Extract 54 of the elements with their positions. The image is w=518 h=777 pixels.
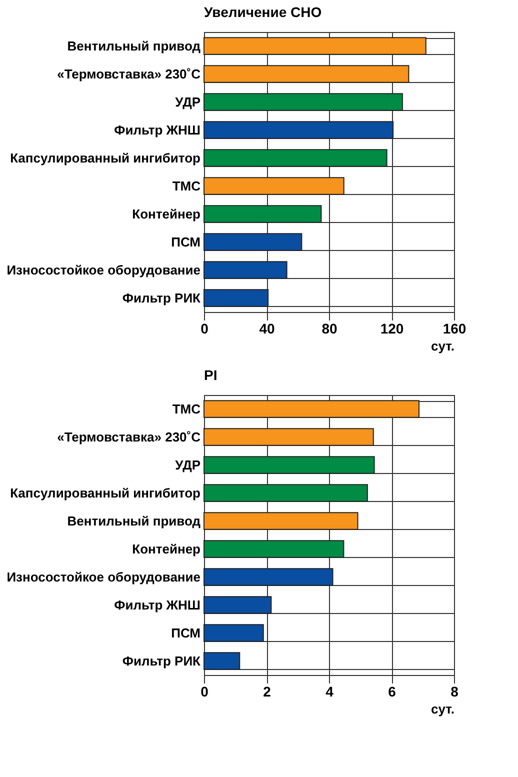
y-tick-label: Контейнер — [132, 542, 201, 556]
y-tick-label: УДР — [175, 94, 201, 110]
y-tick-label: Фильтр РИК — [122, 654, 201, 668]
bar — [204, 177, 344, 195]
y-tick-label: «Термовставка» 230˚С — [57, 430, 202, 444]
x-tick-label: 4 — [326, 684, 334, 700]
y-tick-label: Контейнер — [132, 206, 201, 222]
y-tick-label: ТМС — [172, 178, 202, 194]
bar — [204, 484, 368, 502]
bar — [204, 596, 272, 614]
x-tick-label: 40 — [259, 320, 275, 336]
y-tick-label: ПСМ — [171, 234, 200, 250]
y-tick-label: ПСМ — [171, 626, 200, 640]
bar — [204, 512, 358, 530]
x-tick-label: 6 — [388, 684, 396, 700]
bar — [204, 93, 403, 111]
y-tick-label: ТМС — [172, 402, 202, 416]
y-tick-label: Износостойкое оборудование — [6, 262, 200, 278]
x-tick-label: 2 — [263, 684, 272, 700]
bar — [204, 540, 344, 558]
bar — [204, 65, 410, 83]
y-tick-label: Капсулированный ингибитор — [10, 486, 201, 500]
y-tick-label: Фильтр РИК — [122, 290, 201, 306]
y-tick-label: «Термовставка» 230˚С — [57, 66, 202, 82]
bar — [204, 149, 388, 167]
bar — [204, 568, 334, 586]
bar — [204, 400, 420, 418]
bar — [204, 428, 374, 446]
x-tick-label: 0 — [200, 684, 209, 700]
x-axis-title: сут. — [431, 702, 454, 716]
y-tick-label: Вентильный привод — [67, 38, 202, 54]
bar — [204, 261, 288, 279]
bar — [204, 289, 269, 307]
y-tick-label: Капсулированный ингибитор — [10, 150, 201, 166]
x-tick-label: 160 — [442, 320, 466, 336]
y-tick-label: Фильтр ЖНШ — [114, 122, 200, 138]
x-axis-title: сут. — [431, 338, 454, 354]
y-tick-label: Вентильный привод — [67, 514, 202, 528]
y-tick-label: Фильтр ЖНШ — [114, 598, 200, 612]
x-tick-label: 0 — [200, 320, 209, 336]
chart-title: Увеличение СНО — [204, 4, 322, 20]
bar — [204, 624, 264, 642]
chart-title: PI — [204, 367, 218, 383]
x-tick-label: 8 — [450, 684, 459, 700]
y-tick-label: УДР — [175, 458, 201, 472]
x-tick-label: 80 — [322, 320, 338, 336]
bar — [204, 456, 375, 474]
bar — [204, 121, 394, 139]
x-tick-label: 120 — [380, 320, 404, 336]
y-tick-label: Износостойкое оборудование — [6, 570, 200, 584]
bar — [204, 205, 322, 223]
bar — [204, 652, 240, 670]
bar — [204, 233, 302, 251]
bar — [204, 37, 426, 55]
